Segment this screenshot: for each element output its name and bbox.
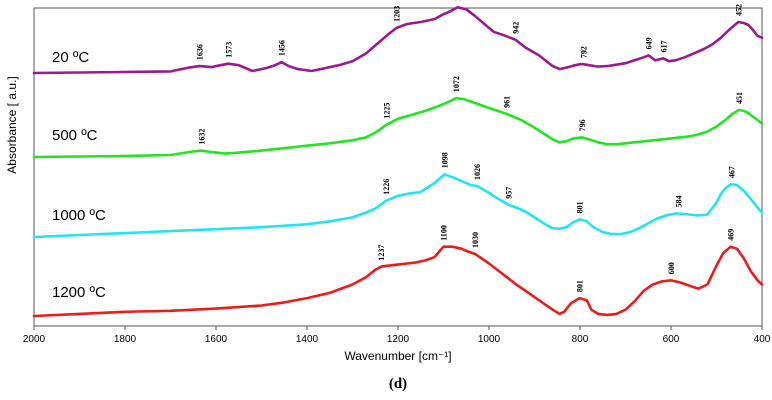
x-tick-label: 1200 (387, 334, 410, 345)
series-line (32, 96, 764, 159)
x-axis-title: Wavenumber [cm⁻¹] (344, 349, 451, 363)
peak-label: 1026 (473, 164, 482, 180)
peak-label: 1636 (196, 44, 205, 60)
series-temperature-label: 1200 ºC (52, 284, 106, 301)
peak-label: 801 (576, 280, 585, 292)
peak-label: 961 (503, 96, 512, 108)
peak-label: 1100 (440, 225, 449, 241)
x-tick-label: 1800 (114, 334, 137, 345)
series-layer (32, 6, 764, 318)
peak-label: 1632 (197, 129, 206, 145)
x-tick-label: 1600 (205, 334, 228, 345)
peak-label: 600 (667, 262, 676, 274)
peak-label: 796 (578, 119, 587, 131)
peak-label: 1072 (452, 76, 461, 92)
peak-label: 1098 (440, 152, 449, 168)
series-temperature-label: 500 ºC (52, 127, 98, 144)
plot-frame (33, 7, 763, 327)
peak-label: 1573 (224, 42, 233, 58)
peak-label: 617 (659, 40, 668, 52)
y-axis-title: Absorbance [ a.u.] (5, 76, 19, 173)
peak-label: 1226 (382, 179, 391, 195)
peak-label: 467 (727, 166, 736, 178)
series-line (32, 6, 764, 75)
series-line (32, 173, 764, 239)
peak-label: 1225 (383, 103, 392, 119)
peak-label: 584 (674, 196, 683, 208)
peak-label: 942 (511, 22, 520, 34)
series-line (32, 245, 764, 318)
peak-label: 1069 (454, 0, 463, 1)
x-tick-label: 400 (754, 334, 771, 345)
peak-label: 451 (735, 92, 744, 104)
series-temperature-label: 20 ºC (52, 49, 89, 66)
peak-label: 649 (645, 37, 654, 49)
peak-label: 452 (734, 4, 743, 16)
x-tick-label: 1400 (296, 334, 319, 345)
peak-label: 1456 (278, 40, 287, 56)
x-tick-label: 1000 (478, 334, 501, 345)
x-tick-label: 600 (663, 334, 680, 345)
peak-label: 469 (727, 229, 736, 241)
panel-label: (d) (389, 376, 407, 392)
series-temperature-label: 1000 ºC (52, 207, 106, 224)
temperature-labels: 20 ºC 500 ºC 1000 ºC 1200 ºC (52, 49, 106, 301)
peak-label: 957 (505, 187, 514, 199)
peak-label: 792 (580, 46, 589, 58)
peak-labels: 1636 1573 1456 1203 1069 942 792 649 617 452 1632 1… (196, 0, 744, 292)
x-tick-label: 2000 (23, 334, 46, 345)
peak-label: 1237 (377, 245, 386, 261)
peak-label: 801 (575, 201, 584, 213)
x-tick-label: 800 (572, 334, 589, 345)
x-axis: 2000 1800 1600 1400 1200 1000 800 600 400 (23, 326, 771, 345)
peak-label: 1203 (393, 6, 402, 22)
peak-label: 1030 (471, 232, 480, 248)
